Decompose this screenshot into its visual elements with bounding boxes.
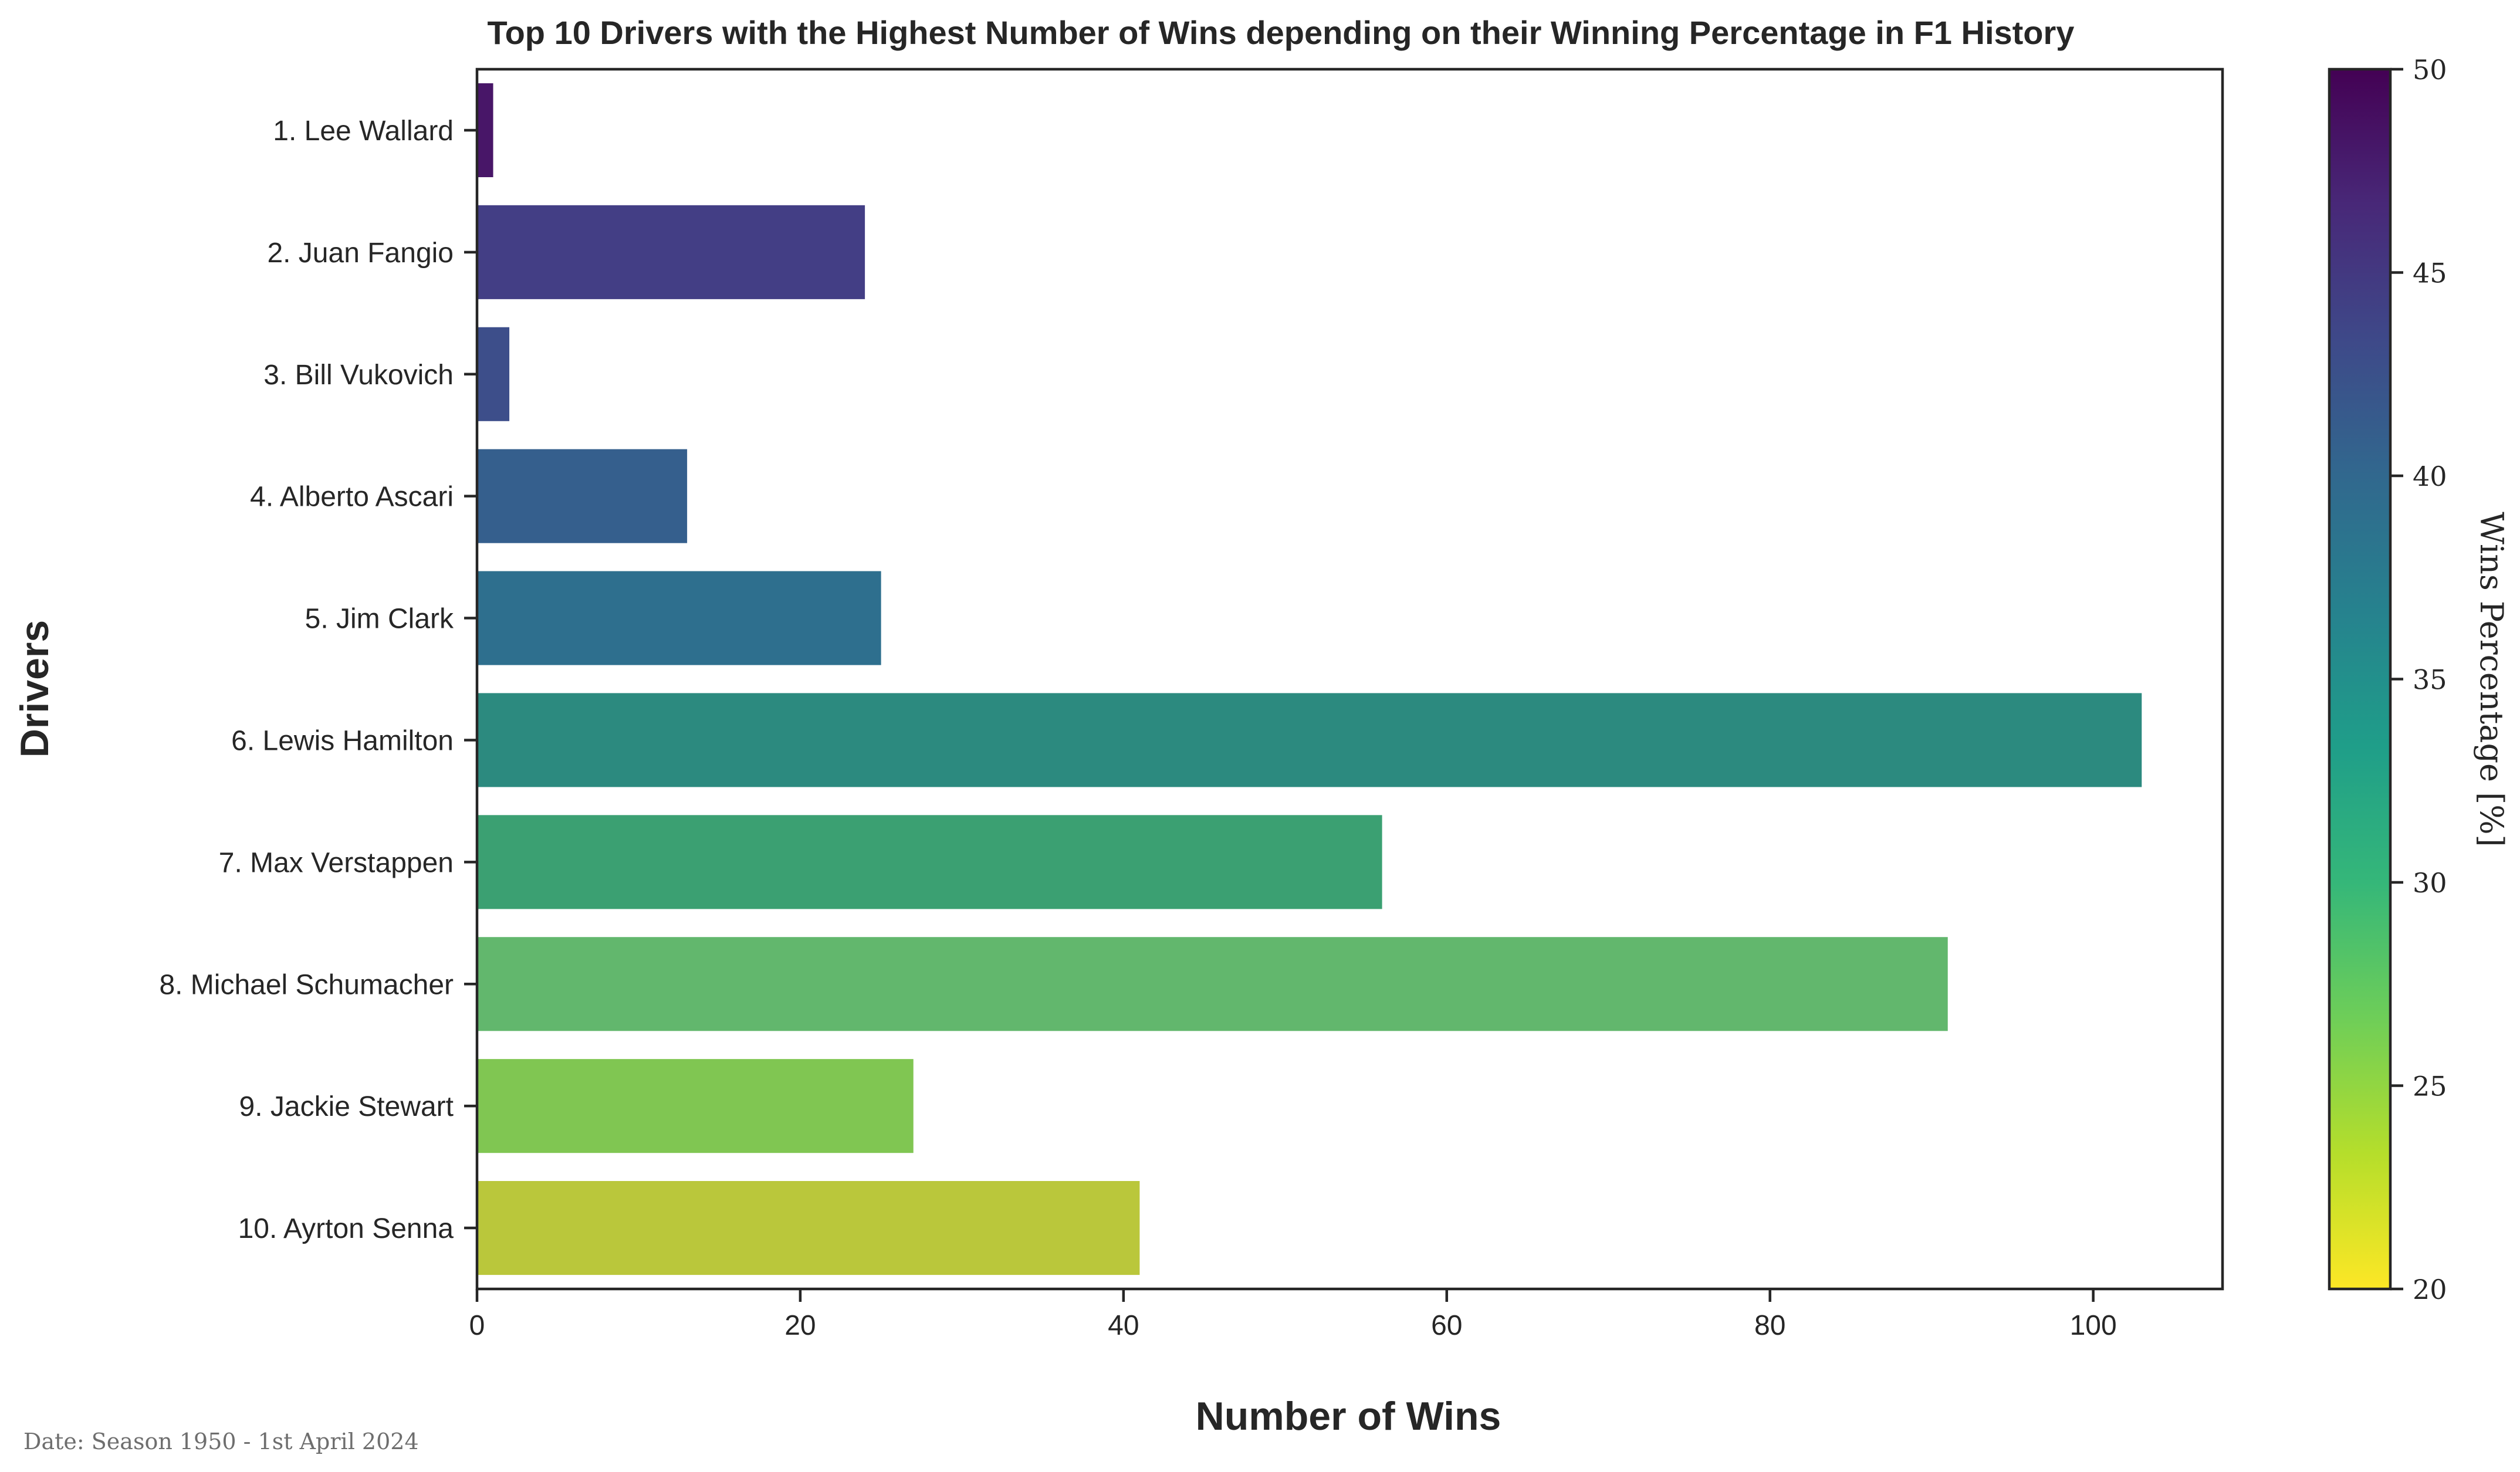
bars-group [477, 83, 2142, 1275]
colorbar-ticks: 20 25 30 35 40 45 50 [2390, 54, 2447, 1305]
x-tick-label: 60 [1431, 1310, 1462, 1341]
colorbar-tick-label: 35 [2413, 664, 2447, 696]
colorbar-tick-label: 50 [2413, 54, 2447, 86]
y-tick-label: 3. Bill Vukovich [263, 360, 454, 391]
x-ticks: 0 20 40 60 80 100 [469, 1289, 2117, 1341]
y-axis-title: Drivers [12, 620, 57, 757]
x-tick-label: 0 [469, 1310, 485, 1341]
x-tick-label: 20 [784, 1310, 816, 1341]
colorbar [2328, 67, 2392, 1291]
y-tick-label: 9. Jackie Stewart [239, 1091, 454, 1122]
bar [477, 205, 865, 299]
bar [477, 571, 881, 665]
x-axis-title: Number of Wins [1196, 1394, 1501, 1439]
bar [477, 937, 1948, 1031]
chart-title: Top 10 Drivers with the Highest Number o… [488, 14, 2075, 51]
colorbar-tick-label: 45 [2413, 258, 2447, 289]
bar [477, 449, 688, 543]
x-tick-label: 100 [2070, 1310, 2117, 1341]
bar [477, 815, 1382, 909]
colorbar-tick-label: 20 [2413, 1274, 2447, 1305]
y-tick-label: 7. Max Verstappen [219, 847, 454, 878]
bar [477, 1181, 1140, 1275]
y-tick-label: 6. Lewis Hamilton [231, 725, 454, 756]
bar [477, 83, 493, 177]
plot-frame [475, 67, 2224, 1291]
colorbar-tick-label: 30 [2413, 867, 2447, 899]
y-tick-label: 5. Jim Clark [305, 604, 454, 635]
footnote: Date: Season 1950 - 1st April 2024 [23, 1429, 419, 1454]
colorbar-tick-label: 40 [2413, 461, 2447, 492]
y-tick-label: 4. Alberto Ascari [250, 482, 454, 513]
x-tick-label: 40 [1108, 1310, 1139, 1341]
y-tick-label: 10. Ayrton Senna [238, 1213, 454, 1244]
y-tick-label: 8. Michael Schumacher [159, 969, 454, 1000]
y-tick-label: 2. Juan Fangio [267, 238, 454, 269]
y-tick-label: 1. Lee Wallard [273, 116, 454, 147]
colorbar-label: Wins Percentage [%] [2473, 512, 2510, 847]
bar [477, 327, 510, 421]
x-tick-label: 80 [1754, 1310, 1785, 1341]
bar [477, 1059, 914, 1153]
colorbar-tick-label: 25 [2413, 1071, 2447, 1102]
y-ticks: 1. Lee Wallard 2. Juan Fangio 3. Bill Vuko… [159, 116, 477, 1244]
bar [477, 693, 2142, 787]
